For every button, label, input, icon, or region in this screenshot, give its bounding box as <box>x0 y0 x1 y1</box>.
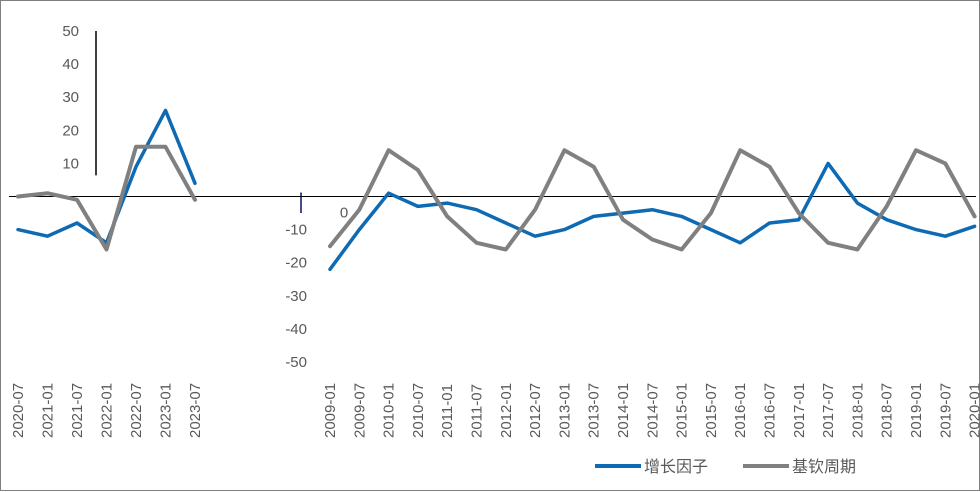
y-tick-label: -10 <box>285 222 307 239</box>
y-tick-label: -40 <box>285 321 307 338</box>
x-tick-label: 2017-07 <box>820 383 837 438</box>
x-tick-label: 2014-01 <box>615 383 632 438</box>
x-tick-label: 2020-01 <box>967 383 980 438</box>
series-line-kitchin <box>328 148 977 252</box>
y-tick-label: 30 <box>62 89 79 106</box>
y-tick-label: 0 <box>340 205 348 222</box>
x-tick-label: 2013-07 <box>586 383 603 438</box>
x-tick-label: 2009-01 <box>322 383 339 438</box>
x-tick-label: 2022-07 <box>128 383 145 438</box>
x-tick-label: 2015-07 <box>703 383 720 438</box>
legend-label-kitchin: 基钦周期 <box>792 457 856 476</box>
x-axis-ticks: 2020-07 2021-01 2021-07 2022-01 2022-07 2023-… <box>10 383 980 438</box>
x-tick-label: 2019-07 <box>937 383 954 438</box>
x-tick-label: 2014-07 <box>644 383 661 438</box>
x-tick-label: 2018-07 <box>879 383 896 438</box>
x-tick-label: 2013-01 <box>556 383 573 438</box>
x-tick-label: 2011-01 <box>439 384 456 438</box>
axes <box>9 31 976 214</box>
x-tick-label: 2009-07 <box>351 383 368 438</box>
x-tick-label: 2019-01 <box>908 383 925 438</box>
x-tick-label: 2010-01 <box>381 383 398 438</box>
series-line-growth <box>16 108 197 245</box>
y-tick-label: -20 <box>285 255 307 272</box>
y-axis-ticks: 50 40 30 20 10 -10 -20 -30 -40 -50 0 <box>62 23 348 371</box>
series-lines <box>16 108 977 272</box>
x-tick-label: 2023-01 <box>158 383 175 438</box>
y-tick-label: 20 <box>62 122 79 139</box>
x-tick-label: 2011-07 <box>469 384 486 438</box>
x-tick-label: 2021-01 <box>40 383 57 438</box>
x-tick-label: 2016-07 <box>762 383 779 438</box>
x-tick-label: 2012-07 <box>527 383 544 438</box>
x-tick-label: 2016-01 <box>732 383 749 438</box>
y-tick-label: 10 <box>62 155 79 172</box>
legend-label-growth: 增长因子 <box>644 457 708 476</box>
y-tick-label: -50 <box>285 354 307 371</box>
x-tick-label: 2018-01 <box>849 383 866 438</box>
legend: 增长因子 基钦周期 <box>595 457 856 476</box>
x-tick-label: 2012-01 <box>498 383 515 438</box>
x-tick-label: 2015-01 <box>674 383 691 438</box>
y-tick-label: 40 <box>62 56 79 73</box>
x-tick-label: 2022-01 <box>99 383 116 438</box>
x-tick-label: 2017-01 <box>791 383 808 438</box>
y-tick-label: -30 <box>285 288 307 305</box>
series-line-kitchin <box>16 144 197 252</box>
y-tick-label: 50 <box>62 23 79 40</box>
x-tick-label: 2020-07 <box>10 383 27 438</box>
x-tick-label: 2010-07 <box>410 383 427 438</box>
x-tick-label: 2021-07 <box>69 383 86 438</box>
x-tick-label: 2023-07 <box>187 383 204 438</box>
